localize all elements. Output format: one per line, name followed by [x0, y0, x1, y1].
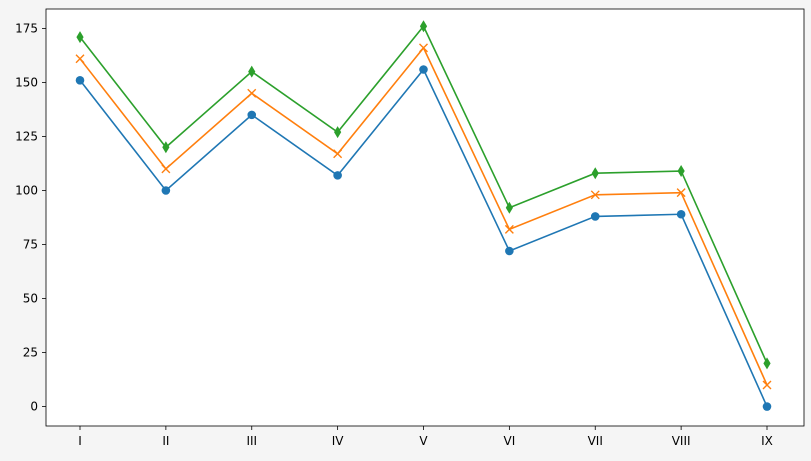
- data-point: [75, 54, 85, 64]
- data-point: [162, 141, 170, 154]
- y-axis-ticks: 0 25 50 75 100 125 150 175: [15, 21, 46, 414]
- x-tick-label: V: [419, 434, 428, 448]
- x-tick-label: VI: [504, 434, 516, 448]
- data-point: [504, 224, 514, 234]
- data-point: [591, 167, 599, 180]
- plot-area: [46, 9, 804, 426]
- data-point: [247, 88, 257, 98]
- data-point: [419, 20, 428, 33]
- x-tick-label: IX: [761, 434, 773, 448]
- y-tick-label: 25: [23, 346, 38, 360]
- x-tick-label: IV: [332, 434, 345, 448]
- y-tick-label: 175: [15, 21, 38, 35]
- y-tick-label: 50: [23, 292, 38, 306]
- y-tick-label: 75: [23, 238, 38, 252]
- x-tick-label: I: [78, 434, 82, 448]
- data-point: [676, 209, 686, 219]
- data-point: [334, 126, 342, 139]
- x-tick-label: III: [246, 434, 257, 448]
- data-point: [75, 76, 85, 85]
- x-tick-label: II: [162, 434, 169, 448]
- data-point: [161, 186, 171, 195]
- data-point: [333, 149, 343, 159]
- data-point: [333, 171, 342, 180]
- data-point: [505, 201, 513, 214]
- data-point: [590, 190, 600, 200]
- y-tick-label: 125: [15, 129, 38, 143]
- data-point: [762, 402, 772, 411]
- series-3: [76, 20, 771, 370]
- data-point: [677, 165, 685, 178]
- x-axis-ticks: I II III IV V VI VII VIII IX: [78, 426, 773, 448]
- y-tick-label: 100: [15, 183, 38, 197]
- series-2: [75, 43, 772, 390]
- data-point: [161, 164, 171, 174]
- series-1: [75, 65, 772, 411]
- data-point: [763, 357, 771, 370]
- data-point: [590, 212, 600, 221]
- series-layer: [75, 20, 772, 411]
- x-tick-label: VIII: [672, 434, 691, 448]
- y-tick-label: 150: [15, 75, 38, 89]
- plot-frame: [45, 8, 805, 427]
- data-point: [505, 246, 514, 256]
- data-point: [419, 43, 428, 53]
- x-tick-label: VII: [588, 434, 603, 448]
- data-point: [247, 110, 257, 120]
- data-point: [248, 65, 256, 78]
- data-point: [76, 31, 84, 44]
- y-tick-label: 0: [30, 400, 38, 414]
- data-point: [762, 380, 772, 390]
- data-point: [676, 188, 686, 198]
- data-point: [419, 65, 428, 74]
